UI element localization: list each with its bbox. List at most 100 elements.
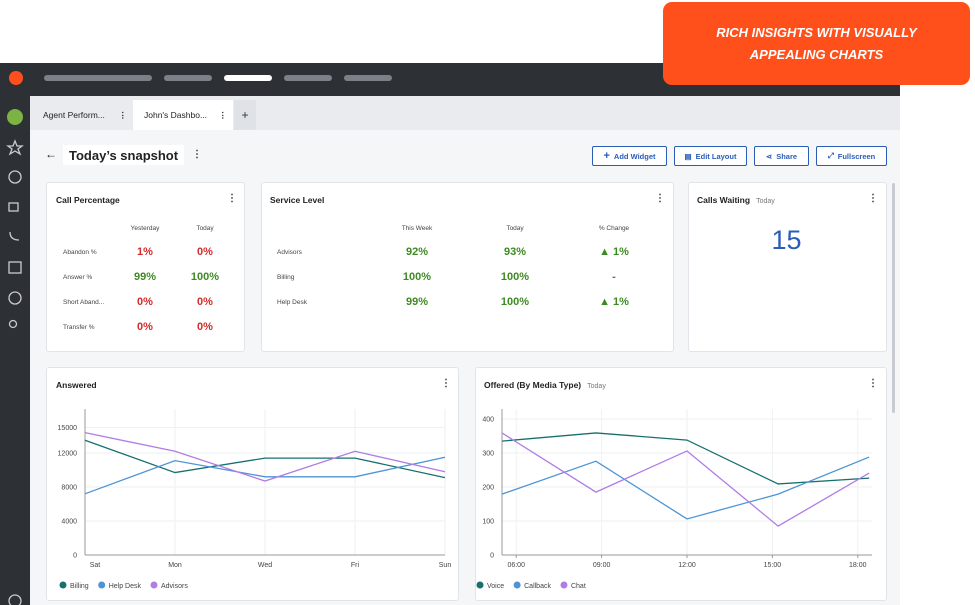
row-label: Answer % (63, 274, 93, 281)
subtitle: Today (756, 198, 775, 205)
x-tick-label: 06:00 (507, 562, 525, 569)
row-label: Advisors (277, 249, 302, 256)
legend-label: Callback (524, 583, 551, 590)
title: Offered (By Media Type) (484, 380, 582, 390)
x-tick-label: Sat (90, 562, 101, 569)
icon[interactable] (6, 139, 24, 156)
legend-swatch (560, 581, 568, 589)
card (475, 367, 887, 601)
column-header: % Change (598, 225, 630, 232)
banner: RICH INSIGHTS WITH VISUALLY APPEALING CH… (663, 2, 970, 85)
cell-value: 0% (197, 296, 213, 308)
row-label: Billing (277, 274, 295, 281)
nav-item[interactable] (164, 75, 212, 81)
tab-label: John's Dashbo... (144, 110, 208, 120)
cell-value: 92% (405, 246, 429, 258)
button-label: Fullscreen (837, 151, 876, 161)
button-label: Edit Layout (695, 151, 737, 161)
menu[interactable]: ⋮ (441, 378, 451, 389)
button-label: Add Widget (613, 151, 656, 161)
card-title: Call Percentage (56, 195, 120, 205)
cell-value: 99% (133, 271, 157, 283)
icon[interactable] (8, 319, 18, 329)
subtitle: Today (587, 383, 606, 390)
card (688, 182, 887, 352)
icon[interactable] (8, 291, 22, 305)
x-tick-label: 15:00 (764, 562, 782, 569)
column-header: Today (196, 225, 214, 232)
legend-label: Advisors (161, 583, 188, 590)
title: Calls Waiting (697, 195, 751, 205)
nav-item[interactable] (344, 75, 392, 81)
legend-label: Help Desk (109, 583, 142, 590)
legend-swatch (476, 581, 484, 589)
icon[interactable] (9, 231, 20, 241)
cell-value: 0% (197, 321, 213, 333)
button[interactable]: ⋖ Share (754, 146, 809, 166)
menu[interactable]: ⋮ (868, 193, 878, 204)
column-header: Today (506, 225, 524, 232)
column-header: Yesterday (130, 225, 160, 232)
button[interactable]: + Add Widget (592, 146, 667, 166)
cell-value: 0% (137, 296, 153, 308)
menu[interactable]: ⋮ (868, 378, 878, 389)
legend-label: Voice (487, 583, 504, 590)
icon[interactable] (8, 202, 19, 212)
x-tick-label: Fri (351, 562, 360, 569)
row-label: Short Aband... (63, 299, 105, 306)
cell-value: 100% (500, 296, 530, 308)
cell-value: 99% (405, 296, 429, 308)
card-title: Service Level (270, 195, 325, 205)
button[interactable]: ⤢ Fullscreen (816, 146, 887, 166)
button-label: Share (776, 151, 798, 161)
card-title: Answered (56, 380, 97, 390)
line (501, 432, 870, 485)
icon[interactable] (8, 170, 22, 184)
y-tick-label: 4000 (61, 519, 77, 526)
back[interactable]: ← (45, 147, 57, 161)
legend-swatch (150, 581, 158, 589)
legend-label: Chat (571, 583, 586, 590)
chart: 0 100 200 300 400 06:00 09:00 12:00 15:00 18:00 Vo… (476, 409, 872, 590)
banner-text: RICH INSIGHTS WITH VISUALLY APPEALING CH… (716, 24, 917, 62)
x-tick-label: Mon (168, 562, 182, 569)
sidebar-icons (6, 109, 24, 605)
button[interactable]: ▤ Edit Layout (674, 146, 747, 166)
avatar[interactable] (7, 109, 23, 125)
y-tick-label: 0 (490, 553, 494, 560)
line (84, 431, 446, 482)
tab[interactable]: Agent Perform... ⋮ (43, 109, 127, 121)
add-tab[interactable]: + (234, 100, 256, 130)
tab[interactable]: John's Dashbo... ⋮ (133, 100, 233, 130)
y-tick-label: 8000 (61, 485, 77, 492)
menu[interactable]: ⋮ (192, 149, 202, 160)
legend-swatch (513, 581, 521, 589)
calls-waiting-value: 15 (771, 225, 802, 255)
nav-item[interactable] (44, 75, 119, 81)
line (84, 439, 446, 479)
y-tick-label: 300 (482, 451, 494, 458)
cell-value: 1% (137, 246, 153, 258)
menu[interactable]: ⋮ (655, 193, 665, 204)
line (501, 432, 870, 527)
page-title: Today’s snapshot (63, 145, 185, 165)
tab-bar: Agent Perform... ⋮ John's Dashbo... ⋮ + (30, 96, 900, 130)
x-tick-label: 18:00 (849, 562, 867, 569)
cell-value: 93% (503, 246, 527, 258)
row-label: Abandon % (63, 249, 97, 256)
row-label: Help Desk (277, 299, 307, 306)
nav-item[interactable] (224, 75, 272, 81)
chart: 0 4000 8000 12000 15000 Sat Mon Wed Fri Sun Billin… (58, 409, 451, 590)
icon[interactable] (8, 261, 22, 274)
card (261, 182, 674, 352)
card (46, 182, 245, 352)
x-tick-label: 12:00 (678, 562, 696, 569)
scrollbar[interactable] (892, 183, 895, 413)
nav-item[interactable] (104, 75, 152, 81)
cell-value: 0% (137, 321, 153, 333)
nav-item[interactable] (284, 75, 332, 81)
x-tick-label: 09:00 (593, 562, 611, 569)
icon[interactable] (8, 594, 22, 605)
menu[interactable]: ⋮ (227, 193, 237, 204)
